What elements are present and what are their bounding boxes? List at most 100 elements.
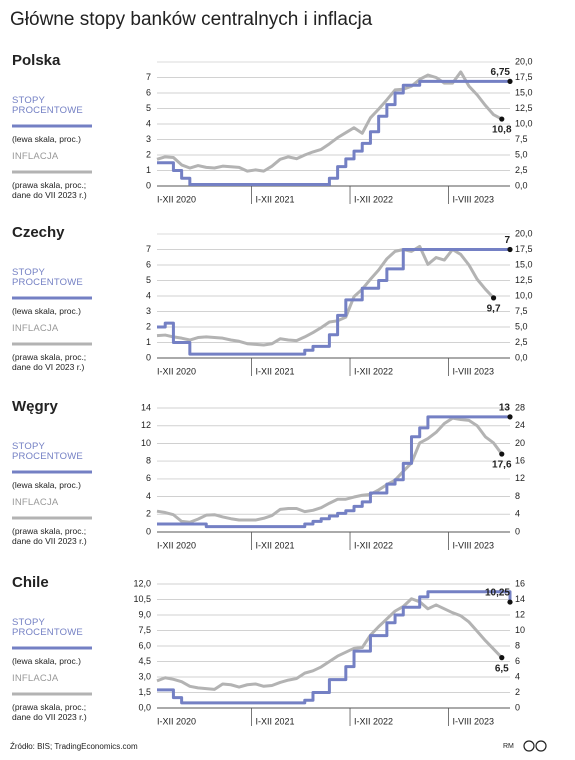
panel-title: Węgry	[12, 398, 58, 415]
y2-tick-label: 7,5	[515, 134, 528, 144]
y2-tick-label: 10,0	[515, 118, 533, 128]
y2-tick-label: 6	[515, 656, 520, 666]
series-line	[157, 248, 510, 356]
y-tick-label: 6	[146, 259, 151, 269]
legend-name: STOPY PROCENTOWE	[12, 617, 83, 638]
y2-tick-label: 5,0	[515, 321, 528, 331]
y2-tick-label: 20,0	[515, 228, 533, 238]
y2-tick-label: 14	[515, 594, 525, 604]
y2-tick-label: 0	[515, 702, 520, 712]
value-label: 7	[504, 235, 510, 246]
y-tick-label: 0,0	[138, 702, 151, 712]
value-label: 6,75	[491, 67, 511, 78]
y2-tick-label: 24	[515, 420, 525, 430]
value-label: 9,7	[487, 304, 501, 315]
value-label: 17,6	[492, 460, 512, 471]
y-tick-label: 3	[146, 134, 151, 144]
value-label: 6,5	[495, 663, 509, 674]
y-tick-label: 3,0	[138, 671, 151, 681]
y2-tick-label: 5,0	[515, 149, 528, 159]
panel-title: Chile	[12, 574, 49, 591]
value-label: 10,25	[485, 588, 510, 599]
y-tick-label: 14	[141, 402, 151, 412]
y2-tick-label: 20	[515, 438, 525, 448]
y-tick-label: 7,5	[138, 625, 151, 635]
y2-tick-label: 2,5	[515, 337, 528, 347]
y-tick-label: 4	[146, 290, 151, 300]
y-tick-label: 6	[146, 473, 151, 483]
legend-name: INFLACJA	[12, 497, 59, 508]
series-line	[157, 590, 512, 705]
legend-name: INFLACJA	[12, 673, 59, 684]
y-tick-label: 0	[146, 180, 151, 190]
y2-tick-label: 20,0	[515, 56, 533, 66]
x-tick-label: I-XII 2020	[157, 540, 196, 550]
y2-tick-label: 15,0	[515, 87, 533, 97]
series-line	[156, 416, 503, 524]
source: Źródło: BIS; TradingEconomics.com	[10, 742, 138, 751]
legend-name: STOPY PROCENTOWE	[12, 267, 83, 288]
legend-description: (lewa skala, proc.)	[12, 134, 81, 144]
x-tick-label: I-XII 2022	[354, 366, 393, 376]
legend-name: STOPY PROCENTOWE	[12, 441, 83, 462]
y-tick-label: 10	[141, 438, 151, 448]
y2-tick-label: 8	[515, 491, 520, 501]
x-tick-label: I-XII 2022	[354, 194, 393, 204]
y-tick-label: 5	[146, 275, 151, 285]
end-marker	[490, 295, 497, 301]
y-tick-label: 1	[146, 165, 151, 175]
y2-tick-label: 8	[515, 640, 520, 650]
end-marker	[507, 78, 513, 84]
x-tick-label: I-VIII 2023	[453, 366, 495, 376]
end-marker	[507, 414, 513, 420]
series-line	[156, 70, 503, 173]
y-tick-label: 6,0	[138, 640, 151, 650]
x-tick-label: I-XII 2022	[354, 716, 393, 726]
legend-description: (prawa skala, proc.; dane do VI 2023 r.)	[12, 352, 87, 372]
panel-title: Czechy	[12, 224, 65, 241]
end-marker	[499, 655, 505, 661]
y2-tick-label: 10	[515, 625, 525, 635]
legend-description: (lewa skala, proc.)	[12, 656, 81, 666]
logo	[523, 740, 535, 752]
end-marker	[499, 116, 505, 122]
legend-description: (lewa skala, proc.)	[12, 480, 81, 490]
legend-name: INFLACJA	[12, 151, 59, 162]
y2-tick-label: 12	[515, 609, 525, 619]
x-tick-label: I-XII 2021	[256, 540, 295, 550]
end-marker	[507, 246, 513, 253]
y2-tick-label: 0,0	[515, 180, 528, 190]
panel-title: Polska	[12, 52, 61, 69]
y-tick-label: 5	[146, 103, 151, 113]
y2-tick-label: 16	[515, 456, 525, 466]
x-tick-label: I-XII 2020	[157, 366, 196, 376]
y2-tick-label: 12,5	[515, 103, 533, 113]
y-tick-label: 7	[146, 244, 151, 254]
x-tick-label: I-XII 2022	[354, 540, 393, 550]
legend-description: (prawa skala, proc.; dane do VII 2023 r.…	[12, 180, 87, 200]
y-tick-label: 12	[141, 420, 151, 430]
y-tick-label: 6	[146, 87, 151, 97]
y-tick-label: 12,0	[133, 578, 151, 588]
y-tick-label: 2	[146, 321, 151, 331]
credit: RM	[503, 743, 514, 750]
y-tick-label: 0	[146, 352, 151, 362]
y2-tick-label: 12,5	[515, 275, 533, 285]
legend-name: STOPY PROCENTOWE	[12, 95, 83, 116]
y2-tick-label: 2	[515, 687, 520, 697]
y2-tick-label: 17,5	[515, 72, 533, 82]
x-tick-label: I-XII 2020	[157, 716, 196, 726]
x-tick-label: I-XII 2021	[256, 366, 295, 376]
series-line	[156, 244, 495, 347]
y-tick-label: 10,5	[133, 594, 151, 604]
legend-name: INFLACJA	[12, 323, 59, 334]
y-tick-label: 4	[146, 118, 151, 128]
legend-description: (prawa skala, proc.; dane do VII 2023 r.…	[12, 702, 87, 722]
x-tick-label: I-XII 2021	[256, 716, 295, 726]
y2-tick-label: 2,5	[515, 165, 528, 175]
y-tick-label: 4,5	[138, 656, 151, 666]
y2-tick-label: 15,0	[515, 259, 533, 269]
legend-description: (prawa skala, proc.; dane do VII 2023 r.…	[12, 526, 87, 546]
y2-tick-label: 0	[515, 526, 520, 536]
